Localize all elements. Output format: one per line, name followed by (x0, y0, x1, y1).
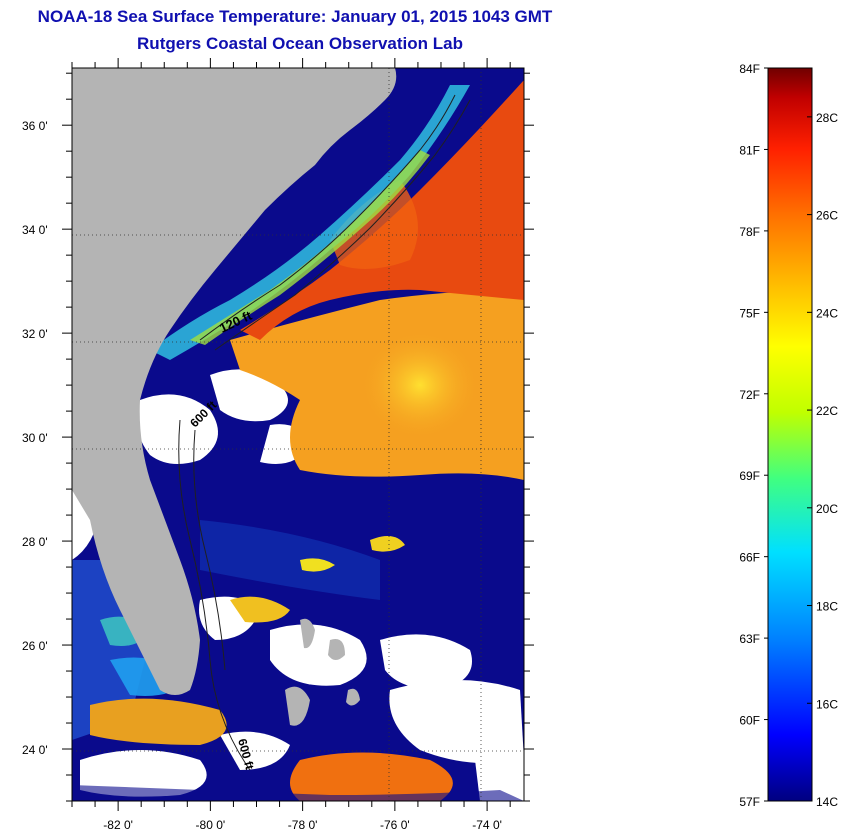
southern-water-edge (72, 785, 524, 801)
colorbar-f-label: 72F (739, 388, 760, 402)
lat-label: 32 0' (22, 327, 48, 341)
colorbar-c-label: 28C (816, 111, 838, 125)
map-subtitle: Rutgers Coastal Ocean Observation Lab (137, 34, 463, 53)
colorbar-c-label: 14C (816, 795, 838, 809)
bahamas-islands (285, 618, 360, 726)
colorbar-c-label: 22C (816, 404, 838, 418)
colorbar (767, 67, 813, 802)
lon-label: -80 0' (196, 818, 226, 832)
mid-water-band (200, 520, 380, 600)
lat-label: 30 0' (22, 431, 48, 445)
colorbar-fahrenheit-labels: 84F 81F 78F 75F 72F 69F 66F 63F 60F 57F (739, 62, 768, 809)
lat-label: 24 0' (22, 743, 48, 757)
longitude-axis: -82 0' -80 0' -78 0' -76 0' -74 0' (71, 58, 511, 832)
lon-label: -78 0' (288, 818, 318, 832)
colorbar-f-label: 81F (739, 143, 760, 157)
colorbar-c-label: 24C (816, 306, 838, 320)
colorbar-f-label: 75F (739, 306, 760, 320)
colorbar-celsius-labels: 28C 26C 24C 22C 20C 18C 16C 14C (807, 111, 838, 809)
lat-label: 36 0' (22, 119, 48, 133)
colorbar-f-label: 69F (739, 469, 760, 483)
warm-eddy (360, 330, 480, 440)
gulf-stream (240, 80, 524, 340)
land-mass (72, 68, 397, 695)
shelf-break-front (190, 150, 430, 345)
colorbar-c-label: 26C (816, 209, 838, 223)
sst-map: 120 ft 600 ft 600 ft (72, 68, 524, 801)
colorbar-c-label: 16C (816, 697, 838, 711)
map-title: NOAA-18 Sea Surface Temperature: January… (37, 7, 553, 26)
colorbar-f-label: 60F (739, 714, 760, 728)
lon-label: -76 0' (380, 818, 410, 832)
graticule (72, 68, 524, 801)
lat-label: 26 0' (22, 639, 48, 653)
colorbar-c-label: 18C (816, 600, 838, 614)
latitude-axis: 36 0' 34 0' 32 0' 30 0' 28 0' 26 0' 24 0' (22, 72, 534, 802)
lat-label: 28 0' (22, 535, 48, 549)
lon-label: -82 0' (103, 818, 133, 832)
lat-label: 34 0' (22, 223, 48, 237)
shelf-water (150, 85, 470, 360)
colorbar-c-label: 20C (816, 502, 838, 516)
colorbar-f-label: 78F (739, 225, 760, 239)
colorbar-f-label: 63F (739, 632, 760, 646)
map-frame (71, 67, 525, 802)
colorbar-f-label: 84F (739, 62, 760, 76)
isobath-contours (178, 94, 471, 771)
lon-label: -74 0' (472, 818, 502, 832)
colorbar-f-label: 57F (739, 795, 760, 809)
colorbar-f-label: 66F (739, 551, 760, 565)
